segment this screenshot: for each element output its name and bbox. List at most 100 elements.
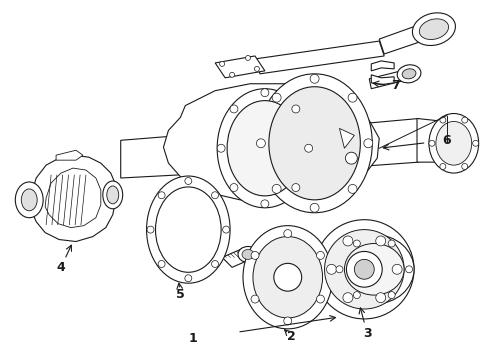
Circle shape (347, 93, 356, 102)
Ellipse shape (396, 65, 420, 83)
Circle shape (291, 184, 299, 192)
Circle shape (250, 295, 259, 303)
Ellipse shape (226, 100, 302, 196)
Polygon shape (309, 118, 418, 170)
Circle shape (309, 74, 319, 83)
Circle shape (245, 55, 250, 60)
Circle shape (363, 139, 372, 148)
Circle shape (342, 236, 352, 246)
Polygon shape (379, 21, 436, 54)
Polygon shape (416, 118, 458, 162)
Polygon shape (370, 75, 393, 85)
Ellipse shape (106, 186, 119, 204)
Circle shape (273, 264, 301, 291)
Polygon shape (370, 61, 393, 71)
Circle shape (326, 264, 336, 274)
Text: 4: 4 (57, 261, 65, 274)
Circle shape (405, 266, 412, 273)
Circle shape (250, 251, 259, 260)
Polygon shape (163, 84, 379, 202)
Circle shape (261, 89, 268, 96)
Circle shape (184, 275, 191, 282)
Circle shape (309, 203, 319, 212)
Circle shape (472, 140, 478, 146)
Circle shape (353, 240, 360, 247)
Circle shape (335, 266, 342, 273)
Polygon shape (56, 150, 83, 160)
Ellipse shape (435, 121, 471, 165)
Ellipse shape (252, 237, 322, 318)
Ellipse shape (155, 187, 221, 272)
Polygon shape (31, 155, 116, 242)
Circle shape (211, 261, 218, 267)
Circle shape (314, 220, 413, 319)
Circle shape (283, 230, 291, 238)
Circle shape (346, 251, 382, 287)
Circle shape (147, 226, 154, 233)
Ellipse shape (15, 182, 43, 218)
Circle shape (304, 144, 312, 152)
Circle shape (261, 200, 268, 208)
Ellipse shape (401, 69, 415, 79)
Ellipse shape (217, 89, 312, 208)
Ellipse shape (334, 235, 413, 304)
Polygon shape (368, 69, 410, 89)
Circle shape (375, 293, 385, 303)
Circle shape (324, 230, 403, 309)
Text: 2: 2 (287, 330, 296, 343)
Polygon shape (339, 129, 354, 148)
Text: 7: 7 (390, 79, 399, 92)
Circle shape (391, 264, 401, 274)
Circle shape (256, 139, 265, 148)
Circle shape (158, 192, 165, 199)
Circle shape (211, 192, 218, 199)
Ellipse shape (146, 176, 230, 283)
Polygon shape (222, 247, 254, 267)
Ellipse shape (238, 247, 257, 262)
Circle shape (439, 117, 445, 123)
Circle shape (272, 93, 281, 102)
Polygon shape (247, 249, 311, 265)
Circle shape (229, 72, 234, 77)
Text: 1: 1 (188, 332, 197, 345)
Circle shape (254, 66, 259, 71)
Polygon shape (215, 56, 264, 78)
Circle shape (461, 117, 467, 123)
Ellipse shape (418, 19, 447, 40)
Circle shape (217, 144, 224, 152)
Circle shape (283, 317, 291, 325)
Circle shape (316, 295, 324, 303)
Ellipse shape (344, 243, 403, 295)
Circle shape (387, 240, 394, 247)
Circle shape (229, 105, 238, 113)
Circle shape (428, 140, 434, 146)
Text: 6: 6 (442, 134, 450, 147)
Circle shape (158, 261, 165, 267)
Circle shape (342, 293, 352, 303)
Circle shape (222, 226, 229, 233)
Ellipse shape (21, 189, 37, 211)
Text: 3: 3 (362, 327, 371, 340)
Text: 5: 5 (176, 288, 184, 301)
Circle shape (354, 260, 373, 279)
Ellipse shape (256, 74, 371, 213)
Polygon shape (45, 168, 101, 228)
Circle shape (439, 163, 445, 170)
Ellipse shape (242, 249, 253, 260)
Ellipse shape (102, 181, 122, 209)
Ellipse shape (428, 113, 478, 173)
Circle shape (347, 184, 356, 193)
Circle shape (291, 105, 299, 113)
Circle shape (316, 251, 324, 260)
Circle shape (461, 163, 467, 170)
Circle shape (219, 62, 224, 66)
Polygon shape (307, 253, 341, 267)
Ellipse shape (411, 13, 454, 45)
Ellipse shape (268, 87, 360, 200)
Circle shape (345, 152, 357, 164)
Polygon shape (121, 129, 269, 178)
Circle shape (184, 177, 191, 184)
Ellipse shape (243, 226, 332, 329)
Circle shape (353, 292, 360, 298)
Polygon shape (254, 41, 384, 74)
